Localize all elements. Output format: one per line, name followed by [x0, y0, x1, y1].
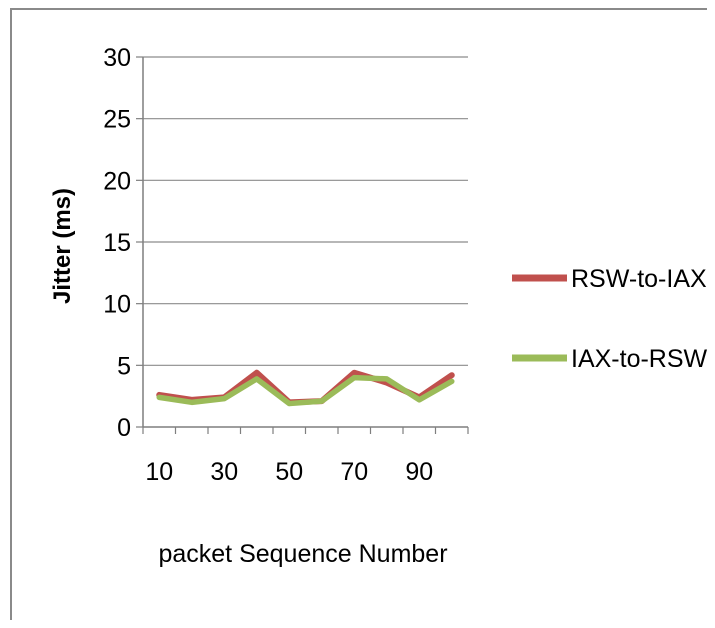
y-tick-label: 0 [117, 414, 131, 442]
series-lines [156, 369, 455, 407]
x-tick-label: 90 [405, 458, 433, 486]
y-axis-label: Jitter (ms) [49, 188, 76, 304]
x-axis-label: packet Sequence Number [158, 540, 447, 568]
x-tick-label: 70 [340, 458, 368, 486]
chart-frame [10, 8, 707, 620]
y-tick-label: 25 [103, 106, 131, 134]
y-tick-label: 5 [117, 352, 131, 380]
legend: RSW-to-IAX IAX-to-RSW [512, 265, 708, 373]
x-tick-label: 10 [145, 458, 173, 486]
gridlines [143, 56, 468, 366]
y-tick-labels: 0 5 10 15 20 25 30 [103, 44, 143, 442]
x-tick-label: 30 [210, 458, 238, 486]
x-tick-labels: 10 30 50 70 90 [142, 427, 469, 486]
series-line-rsw-to-iax [156, 369, 455, 406]
series-line-iax-to-rsw [156, 374, 455, 407]
y-tick-label: 30 [103, 44, 131, 72]
y-tick-label: 10 [103, 291, 131, 319]
legend-label: RSW-to-IAX [571, 265, 707, 293]
y-tick-label: 20 [103, 167, 131, 195]
y-tick-label: 15 [103, 229, 131, 257]
x-tick-label: 50 [275, 458, 303, 486]
legend-label: IAX-to-RSW [571, 345, 708, 373]
